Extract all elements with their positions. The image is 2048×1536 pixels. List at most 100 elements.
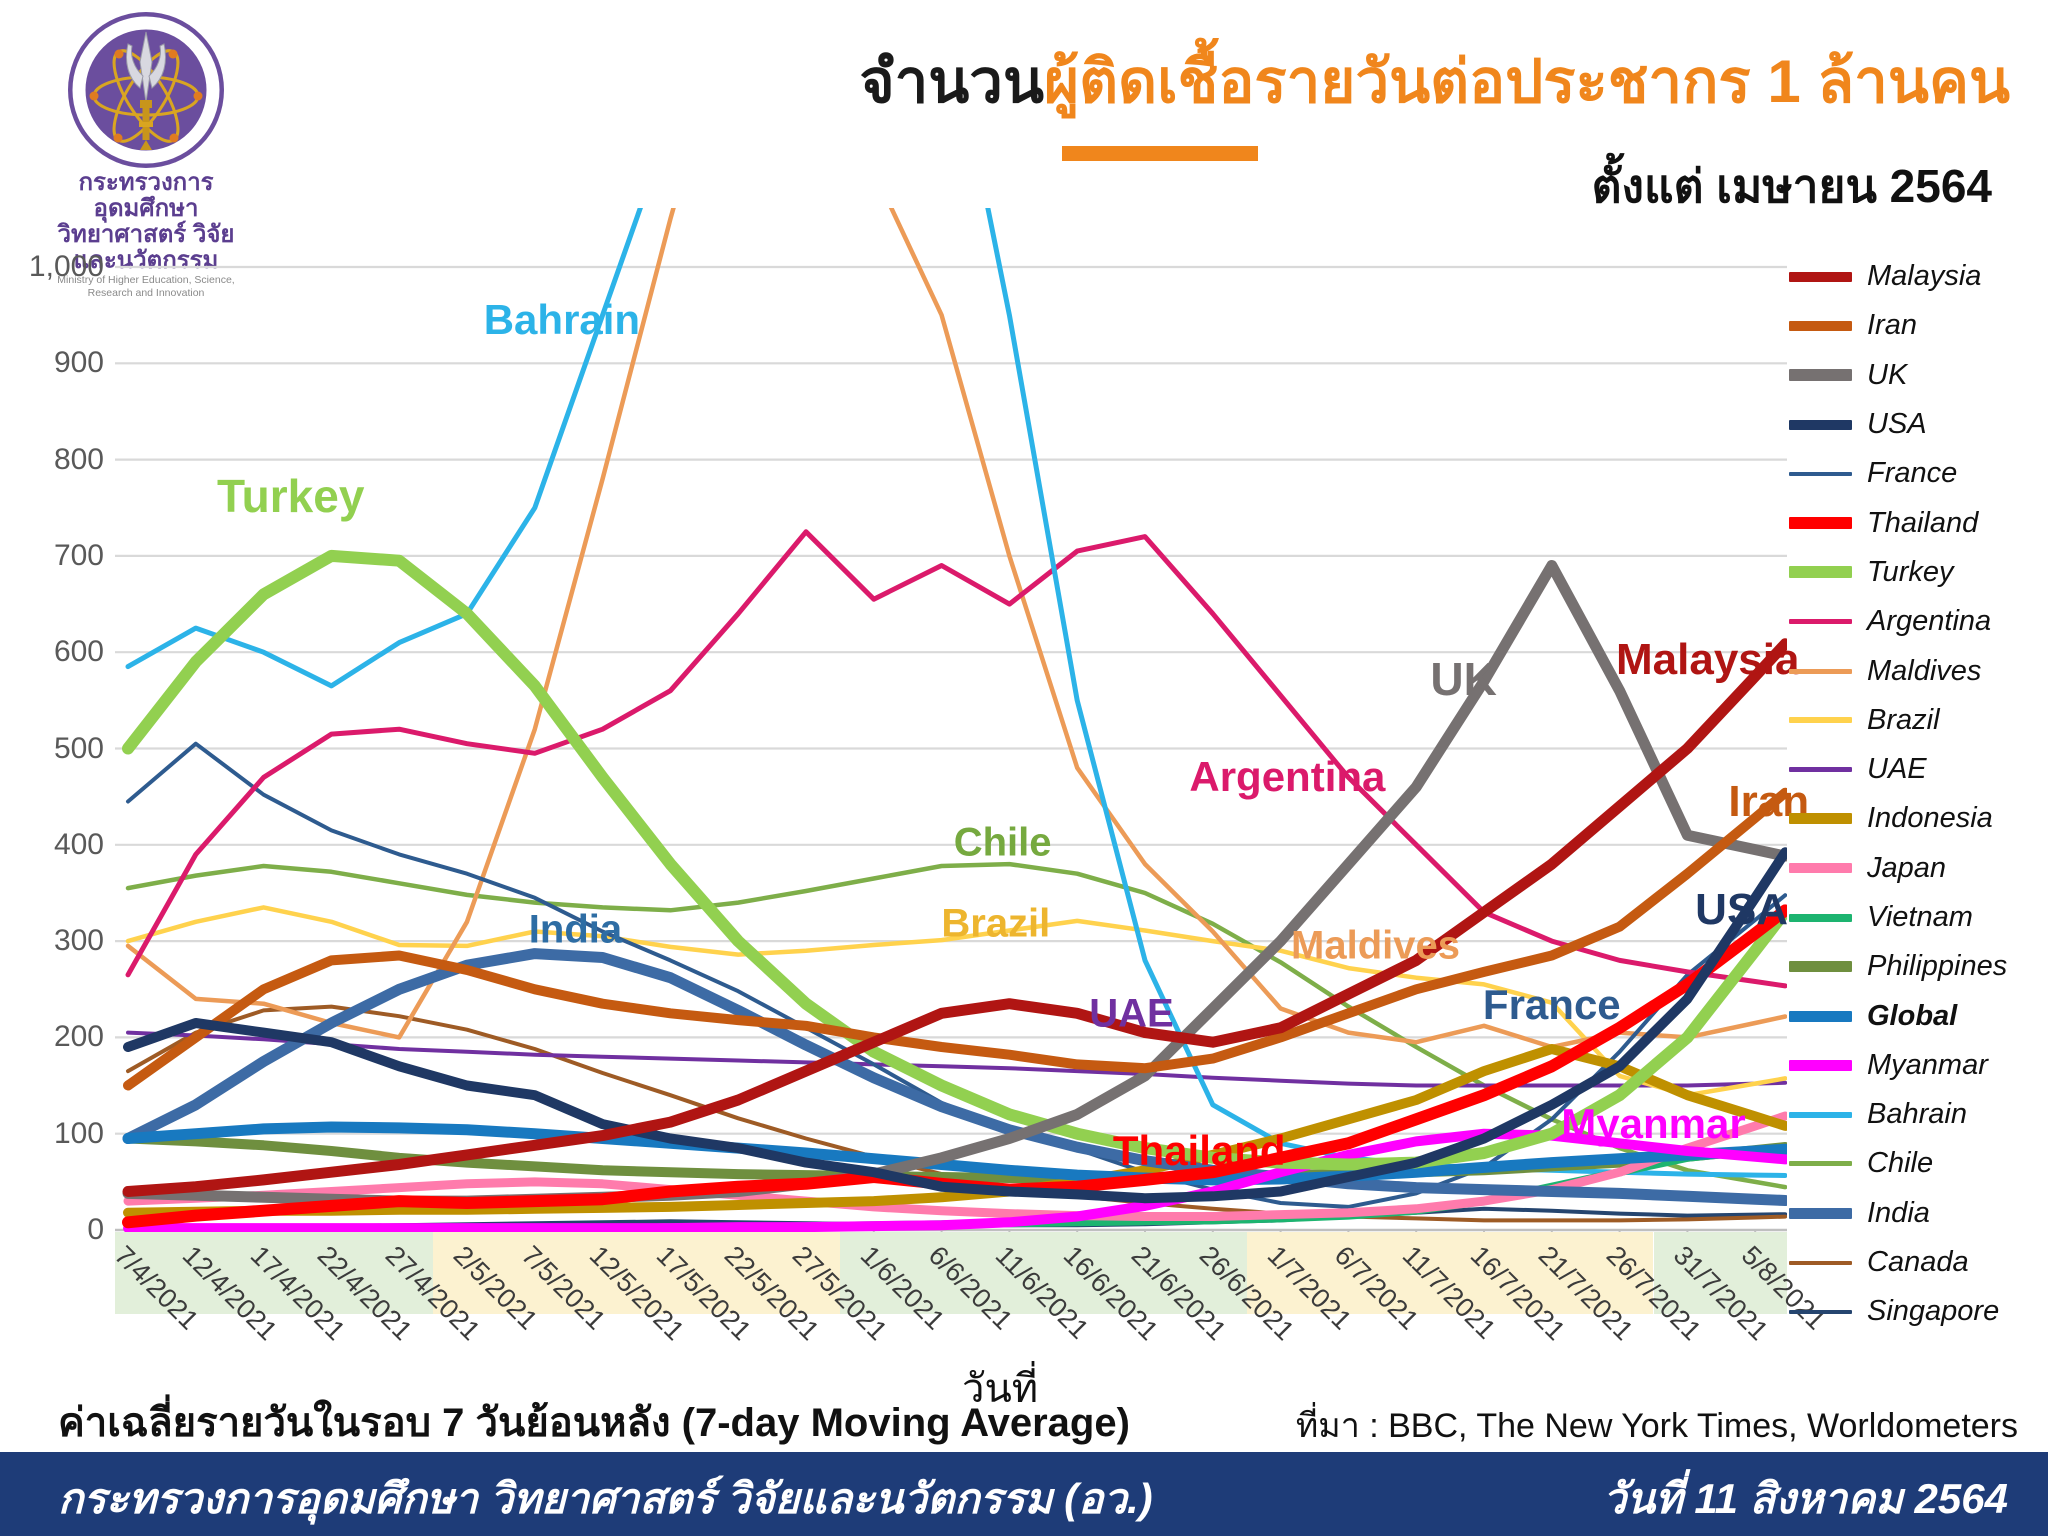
legend-item-usa: USA <box>1789 400 2048 449</box>
y-tick-label: 900 <box>53 346 104 380</box>
y-tick-label: 1,000 <box>28 250 104 283</box>
legend-swatch <box>1789 1059 1852 1071</box>
legend-label: Singapore <box>1867 1295 2000 1328</box>
legend-swatch <box>1789 668 1852 674</box>
legend-swatch <box>1789 1309 1852 1314</box>
legend-swatch <box>1789 961 1852 973</box>
y-tick-label: 800 <box>53 442 104 476</box>
legend-label: UK <box>1867 358 1908 391</box>
legend-item-malaysia: Malaysia <box>1789 252 2048 301</box>
logo-text-english: Ministry of Higher Education, Science, R… <box>57 274 235 299</box>
legend-swatch <box>1789 1111 1852 1118</box>
legend-swatch <box>1789 813 1852 825</box>
y-tick-label: 100 <box>53 1116 104 1150</box>
legend-label: Philippines <box>1867 950 2008 983</box>
legend-item-philippines: Philippines <box>1789 942 2048 991</box>
legend-item-singapore: Singapore <box>1789 1287 2048 1336</box>
legend-item-bahrain: Bahrain <box>1789 1090 2048 1139</box>
moving-average-note: ค่าเฉลี่ยรายวันในรอบ 7 วันย้อนหลัง (7-da… <box>58 1401 1130 1445</box>
legend-item-turkey: Turkey <box>1789 548 2048 597</box>
month-band <box>839 1232 1247 1314</box>
y-tick-label: 300 <box>53 924 104 958</box>
legend-swatch <box>1789 619 1852 625</box>
month-band <box>115 1232 434 1314</box>
legend-item-indonesia: Indonesia <box>1789 794 2048 843</box>
legend-swatch <box>1789 1207 1852 1219</box>
legend-swatch <box>1789 863 1852 874</box>
legend-swatch <box>1789 767 1852 773</box>
legend-swatch <box>1789 1010 1852 1022</box>
series-line-india <box>122 948 1791 1206</box>
legend-item-india: India <box>1789 1189 2048 1238</box>
legend-label: Canada <box>1867 1246 1969 1279</box>
legend-swatch <box>1789 369 1852 382</box>
legend-item-uae: UAE <box>1789 745 2048 794</box>
series-line-usa <box>123 847 1791 1204</box>
legend-swatch <box>1789 717 1852 724</box>
legend-label: Brazil <box>1867 703 1940 736</box>
y-tick-label: 500 <box>53 731 104 765</box>
legend-item-argentina: Argentina <box>1789 597 2048 646</box>
legend-item-japan: Japan <box>1789 844 2048 893</box>
legend-swatch <box>1789 913 1852 922</box>
series-line-global <box>122 1121 1791 1186</box>
legend-item-france: France <box>1789 449 2048 498</box>
series-line-uae <box>126 1030 1788 1088</box>
series-line-iran <box>123 787 1791 1091</box>
legend-item-canada: Canada <box>1789 1238 2048 1287</box>
legend-label: Japan <box>1867 851 1947 884</box>
legend-label: Maldives <box>1867 654 1982 687</box>
footer-ministry-name: กระทรวงการอุดมศึกษา วิทยาศาสตร์ วิจัยและ… <box>58 1475 1153 1522</box>
legend-swatch <box>1789 1260 1852 1265</box>
legend-swatch <box>1789 271 1852 282</box>
chart-legend: Malaysia Iran UK USA France Thailand Turkey Arg… <box>1789 252 2048 1337</box>
chart-plot-area <box>115 0 1792 1243</box>
legend-label: France <box>1867 457 1958 490</box>
legend-label: Argentina <box>1867 605 1992 638</box>
legend-swatch <box>1789 471 1852 476</box>
legend-item-global: Global <box>1789 991 2048 1040</box>
x-axis-title: วันที่ <box>962 1367 1039 1411</box>
legend-swatch <box>1789 566 1852 579</box>
logo-text-thai-2: วิทยาศาสตร์ วิจัยและนวัตกรรม <box>57 221 235 274</box>
data-source-note: ที่มา : BBC, The New York Times, Worldom… <box>1295 1407 2018 1445</box>
ministry-logo-block: กระทรวงการอุดมศึกษา วิทยาศาสตร์ วิจัยและ… <box>46 10 246 300</box>
y-tick-label: 200 <box>53 1020 104 1054</box>
legend-item-myanmar: Myanmar <box>1789 1041 2048 1090</box>
legend-swatch <box>1789 517 1852 530</box>
legend-item-brazil: Brazil <box>1789 696 2048 745</box>
legend-swatch <box>1789 419 1852 430</box>
legend-label: Vietnam <box>1867 901 1973 933</box>
page-title-orange-part: ผู้ติดเชื้อรายวันต่อประชากร 1 ล้านคน <box>1044 48 2010 115</box>
title-underline-bar <box>1062 146 1258 161</box>
y-tick-label: 400 <box>53 827 104 861</box>
legend-label: Bahrain <box>1867 1098 1967 1131</box>
legend-item-thailand: Thailand <box>1789 498 2048 547</box>
month-band <box>1246 1232 1654 1314</box>
series-line-argentina <box>125 529 1788 989</box>
footer-date: วันที่ 11 สิงหาคม 2564 <box>1602 1475 2008 1522</box>
legend-item-iran: Iran <box>1789 301 2048 350</box>
x-axis-label-strip: 7/4/2021 12/4/2021 17/4/2021 22/4/2021 27/4/… <box>109 1232 1832 1346</box>
legend-label: Global <box>1867 999 1958 1032</box>
legend-label: Iran <box>1867 309 1917 342</box>
legend-label: Chile <box>1867 1147 1934 1180</box>
logo-text-thai-1: กระทรวงการอุดมศึกษา <box>78 169 214 222</box>
month-band <box>433 1232 840 1314</box>
legend-label: Myanmar <box>1867 1048 1988 1081</box>
series-line-uk <box>122 560 1791 1207</box>
legend-swatch <box>1789 320 1852 331</box>
legend-label: Thailand <box>1867 506 1979 539</box>
series-line-brazil <box>125 905 1788 1098</box>
y-tick-label: 0 <box>87 1213 104 1246</box>
legend-label: UAE <box>1867 753 1927 786</box>
page-title: จำนวนผู้ติดเชื้อรายวันต่อประชากร 1 ล้านค… <box>859 34 2010 129</box>
ministry-logo-icon <box>68 12 224 168</box>
legend-item-vietnam: Vietnam <box>1789 893 2048 942</box>
series-line-maldives <box>125 0 1788 1050</box>
page-subtitle: ตั้งแต่ เมษายน 2564 <box>1591 160 1992 212</box>
page-title-black-part: จำนวน <box>859 48 1045 115</box>
series-line-malaysia <box>122 638 1791 1197</box>
legend-label: Turkey <box>1867 555 1954 588</box>
